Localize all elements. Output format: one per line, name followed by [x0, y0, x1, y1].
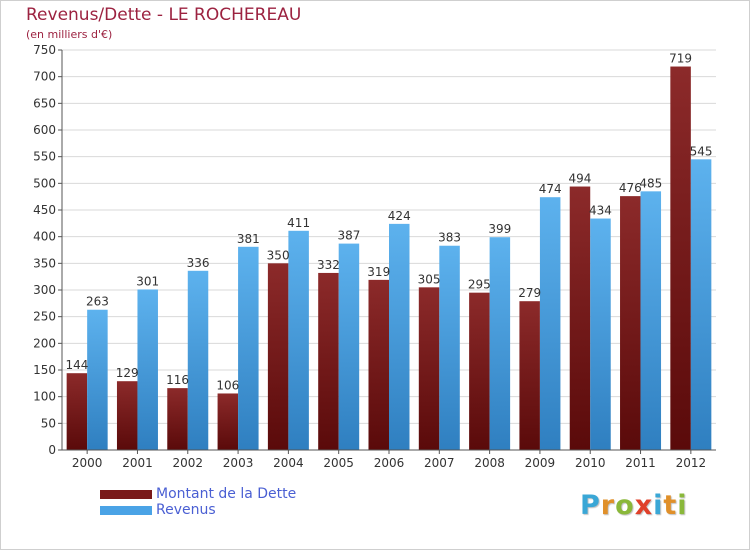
logo-letter: P: [580, 490, 601, 521]
logo-letter: t: [663, 490, 678, 521]
x-tick-label: 2005: [323, 456, 354, 470]
legend-label-revenus: Revenus: [156, 502, 216, 518]
bar-revenus: [87, 309, 108, 450]
x-tick-label: 2001: [122, 456, 153, 470]
value-label-dette: 144: [65, 358, 88, 372]
y-tick-label: 150: [33, 363, 56, 377]
bar-revenus: [439, 245, 460, 450]
value-label-dette: 332: [317, 258, 340, 272]
x-tick-label: 2002: [172, 456, 203, 470]
chart-subtitle: (en milliers d'€): [26, 28, 113, 41]
x-tick-label: 2000: [72, 456, 103, 470]
bar-dette: [418, 287, 440, 450]
value-label-dette: 305: [418, 272, 441, 286]
bar-revenus: [238, 246, 259, 450]
bar-revenus: [690, 159, 712, 451]
bar-dette: [267, 263, 289, 450]
bar-dette: [66, 373, 88, 450]
bar-dette: [670, 66, 691, 451]
x-tick-label: 2009: [525, 456, 556, 470]
x-tick-label: 2011: [625, 456, 656, 470]
value-label-revenus: 383: [438, 231, 461, 245]
x-tick-label: 2004: [273, 456, 304, 470]
value-label-revenus: 336: [187, 256, 210, 270]
axes: 0 50 100 150 200 250 300 350 400 450 500 550 600 650 7…: [33, 43, 716, 470]
bar-dette: [569, 186, 591, 451]
y-tick-label: 300: [33, 283, 56, 297]
value-label-revenus: 399: [488, 222, 511, 236]
x-tick-label: 2010: [575, 456, 606, 470]
y-tick-label: 400: [33, 230, 56, 244]
value-label-revenus: 545: [690, 144, 713, 158]
y-tick-label: 250: [33, 310, 56, 324]
value-label-dette: 116: [166, 373, 189, 387]
y-tick-label: 450: [33, 203, 56, 217]
bar-dette: [469, 292, 490, 450]
bar-revenus: [539, 197, 561, 450]
value-label-dette: 129: [116, 366, 139, 380]
y-tick-label: 500: [33, 176, 56, 190]
bars: [66, 66, 712, 451]
chart-title: Revenus/Dette - LE ROCHEREAU: [26, 5, 302, 25]
logo-letter: x: [634, 490, 654, 521]
y-tick-label: 350: [33, 256, 56, 270]
bar-revenus: [187, 270, 209, 450]
value-label-revenus: 301: [136, 274, 159, 288]
y-tick-label: 750: [33, 43, 56, 57]
value-label-dette: 494: [569, 172, 592, 186]
x-tick-label: 2003: [223, 456, 254, 470]
y-tick-label: 200: [33, 336, 56, 350]
y-tick-label: 600: [33, 123, 56, 137]
legend-swatch-dette: [100, 490, 152, 499]
value-label-revenus: 411: [287, 216, 310, 230]
value-label-revenus: 424: [388, 209, 411, 223]
bar-dette: [318, 272, 339, 450]
x-tick-label: 2006: [374, 456, 405, 470]
y-tick-label: 100: [33, 390, 56, 404]
logo-letter: r: [600, 490, 616, 521]
bar-revenus: [338, 243, 360, 450]
y-tick-label: 50: [41, 416, 56, 430]
value-label-revenus: 387: [337, 229, 360, 243]
bar-revenus: [640, 191, 662, 451]
legend-label-dette: Montant de la Dette: [156, 486, 297, 502]
bar-revenus: [137, 289, 158, 450]
value-label-revenus: 434: [589, 204, 612, 218]
proxiti-logo: Proxiti: [580, 490, 688, 521]
value-label-dette: 319: [367, 265, 390, 279]
logo-letter: i: [653, 490, 664, 521]
bar-dette: [217, 393, 239, 450]
value-labels: 144 263 129 301 116 336 106 381 350 411 332 387 319 4…: [65, 52, 712, 393]
value-label-dette: 279: [518, 286, 541, 300]
x-tick-label: 2008: [474, 456, 505, 470]
x-tick-label: 2007: [424, 456, 455, 470]
logo-letter: i: [677, 490, 688, 521]
y-tick-label: 650: [33, 96, 56, 110]
y-tick-label: 550: [33, 150, 56, 164]
bar-dette: [519, 301, 540, 450]
value-label-revenus: 485: [639, 176, 662, 190]
logo-letter: o: [615, 490, 635, 521]
bar-revenus: [389, 223, 410, 450]
value-label-revenus: 381: [237, 232, 260, 246]
value-label-dette: 106: [216, 378, 239, 392]
value-label-dette: 350: [267, 248, 290, 262]
x-tick-label: 2012: [676, 456, 707, 470]
value-label-dette: 295: [468, 278, 491, 292]
bar-dette: [368, 279, 389, 450]
value-label-dette: 476: [619, 181, 642, 195]
y-tick-label: 0: [48, 443, 56, 457]
bar-dette: [620, 196, 641, 450]
value-label-dette: 719: [669, 52, 692, 66]
y-tick-label: 700: [33, 70, 56, 84]
bar-revenus: [590, 218, 611, 450]
legend-swatch-revenus: [100, 506, 152, 515]
value-label-revenus: 263: [86, 295, 109, 309]
bar-revenus: [489, 237, 511, 450]
bar-revenus: [288, 230, 309, 450]
bar-dette: [167, 388, 188, 450]
bar-dette: [116, 381, 138, 450]
value-label-revenus: 474: [539, 182, 562, 196]
